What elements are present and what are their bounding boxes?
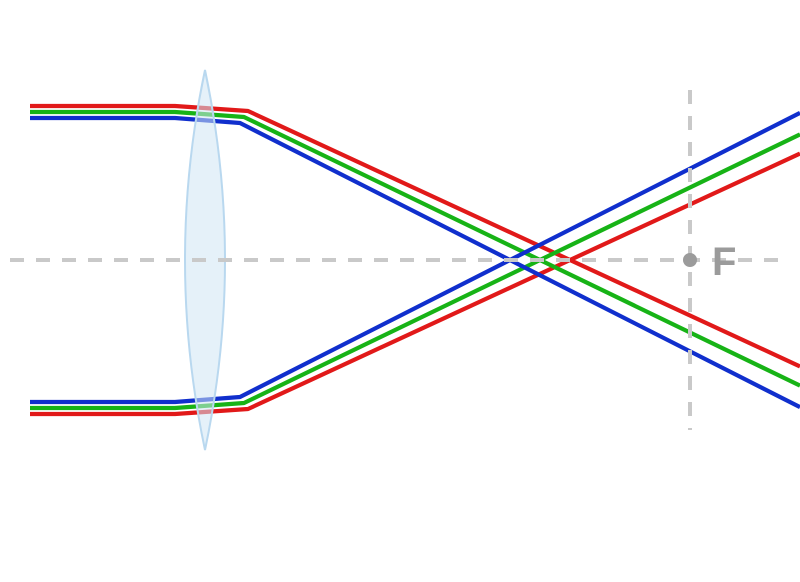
focal-label: F [712, 240, 736, 284]
top-red-ray [30, 106, 800, 366]
focal-point [683, 253, 697, 267]
bottom-green-ray [30, 134, 800, 408]
bottom-red-ray [30, 154, 800, 414]
top-green-ray [30, 112, 800, 386]
chromatic-aberration-diagram: F [0, 0, 800, 582]
